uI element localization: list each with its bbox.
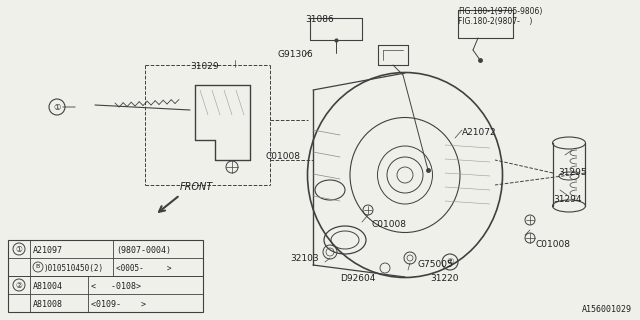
Text: (9807-0004): (9807-0004) xyxy=(116,246,171,255)
Text: A21072: A21072 xyxy=(462,128,497,137)
Text: FIG.180-2(9807-    ): FIG.180-2(9807- ) xyxy=(458,17,532,26)
Text: D92604: D92604 xyxy=(340,274,376,283)
Text: ②: ② xyxy=(446,258,454,267)
Text: C01008: C01008 xyxy=(265,152,300,161)
Text: 32103: 32103 xyxy=(290,254,319,263)
Text: A156001029: A156001029 xyxy=(582,305,632,314)
Text: 31029: 31029 xyxy=(190,62,219,71)
Bar xyxy=(8,240,203,312)
Text: <0109-    >: <0109- > xyxy=(91,300,146,309)
Text: FRONT: FRONT xyxy=(180,182,213,192)
Text: 31295: 31295 xyxy=(558,168,587,177)
Text: 31294: 31294 xyxy=(553,195,582,204)
Text: <0005-     >: <0005- > xyxy=(116,264,172,273)
Text: C01008: C01008 xyxy=(535,240,570,249)
Text: ②: ② xyxy=(15,281,22,290)
Text: A21097: A21097 xyxy=(33,246,63,255)
Text: C01008: C01008 xyxy=(371,220,406,229)
Text: B: B xyxy=(36,265,40,269)
Text: G91306: G91306 xyxy=(278,50,314,59)
Text: ①: ① xyxy=(53,102,61,111)
Text: FIG.180-1(9705-9806): FIG.180-1(9705-9806) xyxy=(458,7,542,16)
Text: <   -0108>: < -0108> xyxy=(91,282,141,291)
Text: A81004: A81004 xyxy=(33,282,63,291)
Text: A81008: A81008 xyxy=(33,300,63,309)
Text: )010510450(2): )010510450(2) xyxy=(44,264,104,273)
Text: 31086: 31086 xyxy=(305,15,333,24)
Text: G75005: G75005 xyxy=(418,260,454,269)
Text: ①: ① xyxy=(15,244,22,253)
Text: 31220: 31220 xyxy=(430,274,458,283)
